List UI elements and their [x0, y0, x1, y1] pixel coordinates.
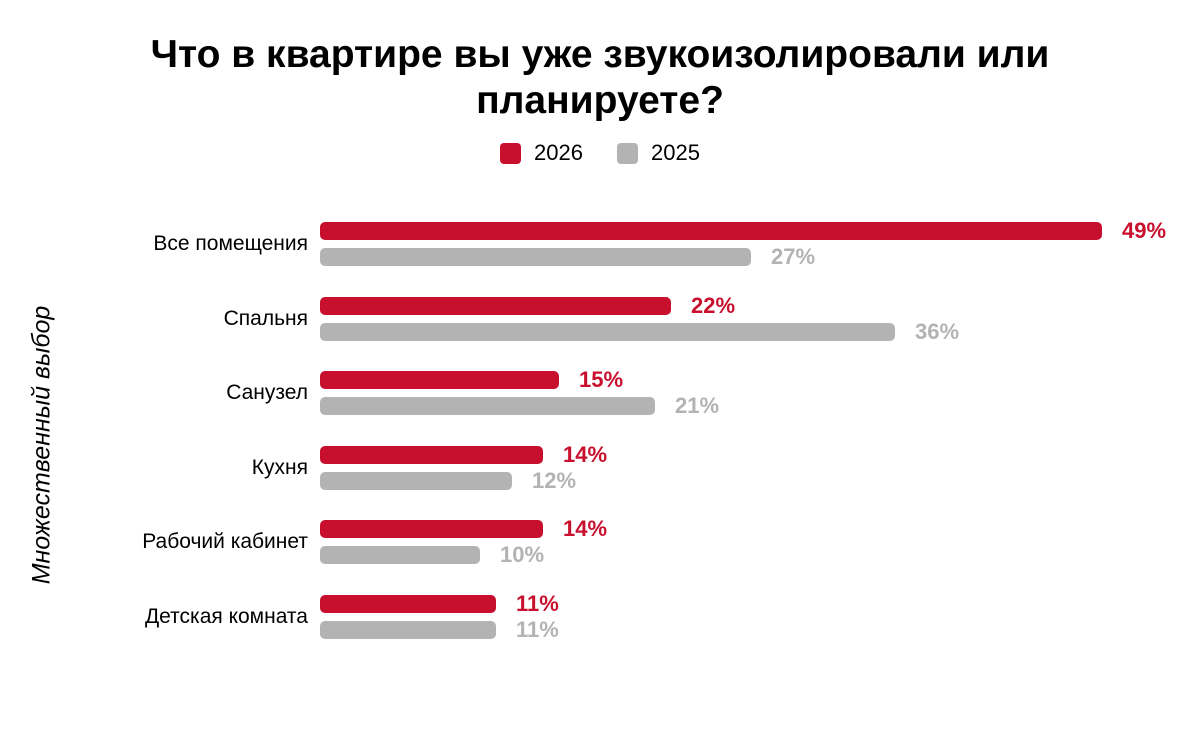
value-label-2026: 14%	[563, 442, 608, 467]
category-label: Детская комната	[144, 605, 308, 628]
bar-group: Рабочий кабинет 14% 10%	[0, 516, 1200, 567]
category-label: Санузел	[226, 381, 308, 404]
bar-2025	[320, 546, 480, 564]
bar-2026	[320, 222, 1102, 240]
category-label: Спальня	[223, 307, 308, 330]
bar-group: Все помещения 49% 27%	[0, 218, 1200, 269]
bar-2026	[320, 371, 559, 389]
value-label-2026: 49%	[1122, 218, 1167, 243]
value-label-2025: 36%	[915, 319, 960, 344]
bar-2026	[320, 297, 671, 315]
category-label: Все помещения	[153, 232, 308, 255]
bar-2025	[320, 397, 655, 415]
value-label-2025: 27%	[771, 244, 816, 269]
value-label-2025: 12%	[532, 468, 577, 493]
bar-group: Кухня 14% 12%	[0, 442, 1200, 493]
bar-2026	[320, 595, 496, 613]
bar-2026	[320, 520, 543, 538]
value-label-2025: 11%	[516, 617, 559, 642]
category-label: Кухня	[251, 456, 308, 479]
plot-area: Все помещения 49% 27% Спальня 22% 36% Санузел 1…	[0, 218, 1200, 662]
legend-swatch-2026-icon	[500, 142, 522, 164]
value-label-2026: 15%	[579, 367, 624, 392]
bar-2025	[320, 323, 895, 341]
chart-legend: 2026 2025	[0, 140, 1200, 166]
bar-group: Спальня 22% 36%	[0, 293, 1200, 344]
value-label-2025: 21%	[675, 393, 720, 418]
bar-2025	[320, 472, 512, 490]
value-label-2026: 11%	[516, 591, 559, 616]
bar-group: Санузел 15% 21%	[0, 367, 1200, 418]
legend-label-2025: 2025	[651, 140, 700, 165]
bar-2025	[320, 248, 751, 266]
legend-label-2026: 2026	[534, 140, 583, 165]
legend-item-2025: 2025	[617, 140, 700, 166]
category-label: Рабочий кабинет	[142, 530, 308, 553]
bar-2026	[320, 446, 543, 464]
value-label-2026: 22%	[691, 293, 736, 318]
legend-swatch-2025-icon	[617, 142, 638, 164]
value-label-2026: 14%	[563, 516, 608, 541]
chart-title: Что в квартире вы уже звукоизолировали и…	[150, 33, 1050, 122]
value-label-2025: 10%	[500, 542, 545, 567]
bar-group: Детская комната 11% 11%	[0, 591, 1200, 642]
legend-item-2026: 2026	[500, 140, 583, 166]
bar-2025	[320, 621, 496, 639]
